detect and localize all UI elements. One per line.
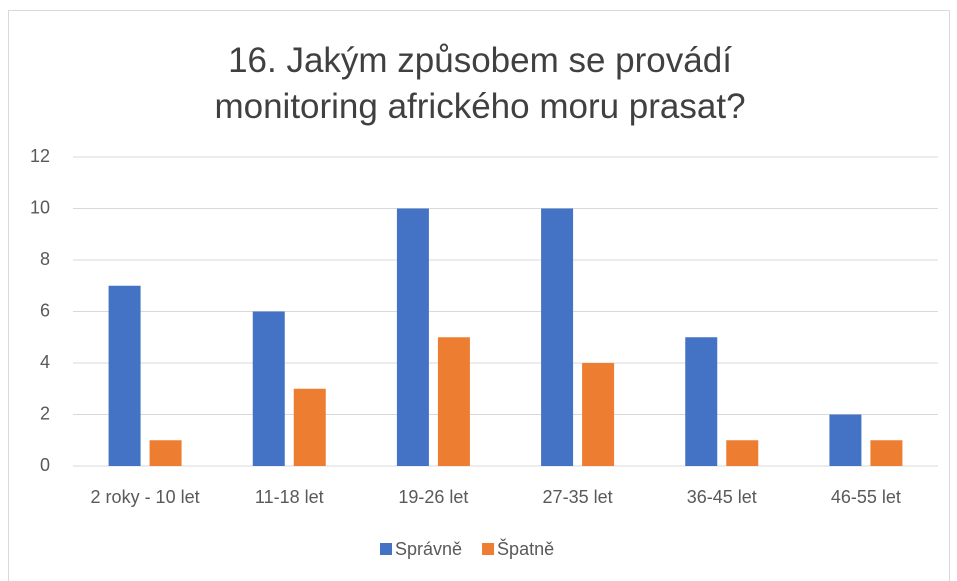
y-tick-label: 2 xyxy=(40,403,50,423)
bar xyxy=(437,337,470,466)
legend-swatch xyxy=(482,543,495,555)
bar xyxy=(293,388,326,466)
chart-border xyxy=(8,10,950,581)
y-tick-label: 0 xyxy=(40,455,50,475)
chart-title: 16. Jakým způsobem se provádí monitoring… xyxy=(214,41,746,126)
bar xyxy=(396,208,429,466)
x-tick-label: 36-45 let xyxy=(687,487,757,507)
bar xyxy=(149,440,182,466)
bar xyxy=(108,285,141,466)
y-tick-label: 6 xyxy=(40,300,50,320)
legend-label: Správně xyxy=(395,539,462,559)
legend-swatch xyxy=(380,543,392,555)
bar xyxy=(870,440,903,466)
y-tick-label: 10 xyxy=(30,197,50,217)
bar xyxy=(726,440,759,466)
x-tick-label: 19-26 let xyxy=(398,487,468,507)
x-tick-label: 27-35 let xyxy=(543,487,613,507)
bar xyxy=(541,208,574,466)
x-tick-label: 46-55 let xyxy=(831,487,901,507)
bar xyxy=(582,363,615,466)
bar xyxy=(252,311,285,466)
legend-label: Špatně xyxy=(497,538,554,559)
y-tick-label: 8 xyxy=(40,249,50,269)
y-tick-label: 4 xyxy=(40,352,50,372)
bar xyxy=(829,414,862,466)
x-tick-label: 2 roky - 10 let xyxy=(91,487,200,507)
x-tick-label: 11-18 let xyxy=(255,487,324,507)
y-tick-label: 12 xyxy=(30,146,50,166)
bar xyxy=(685,337,718,466)
